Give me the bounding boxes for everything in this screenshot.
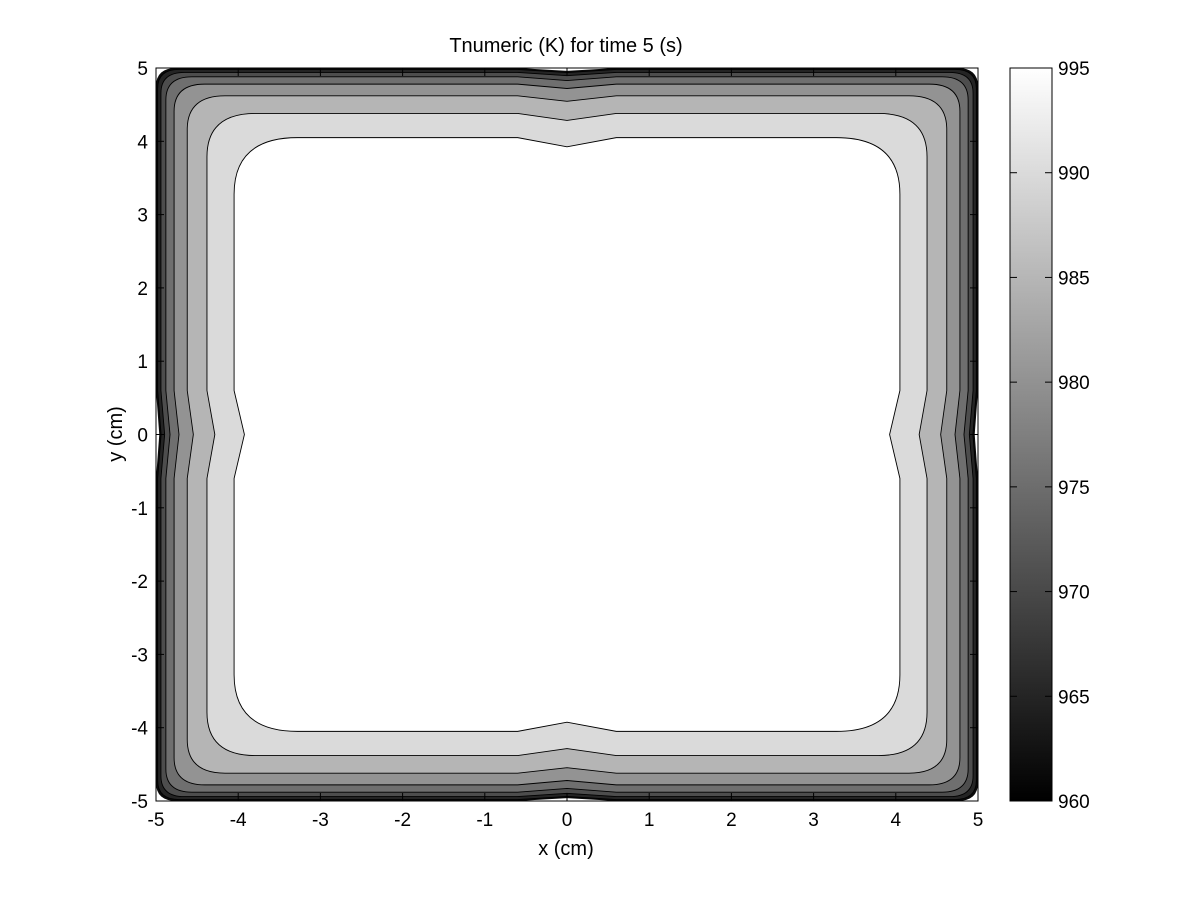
y-tick-label: -2	[131, 572, 148, 593]
colorbar-tick-label: 980	[1058, 373, 1090, 394]
x-tick-label: 1	[644, 810, 655, 831]
y-axis-label: y (cm)	[105, 406, 127, 462]
y-tick-label: 2	[137, 279, 148, 300]
x-tick-label: 2	[726, 810, 737, 831]
y-tick-label: 5	[137, 59, 148, 80]
y-axis-ticks: -5 -4 -3 -2 -1 0 1 2 3 4 5	[131, 59, 978, 813]
y-tick-label: 4	[137, 132, 148, 153]
colorbar-tick-label: 970	[1058, 583, 1090, 604]
y-tick-label: 3	[137, 206, 148, 227]
y-tick-label: 1	[137, 352, 148, 373]
colorbar-tick-label: 960	[1058, 792, 1090, 813]
x-tick-label: 0	[562, 810, 573, 831]
colorbar-tick-label: 990	[1058, 164, 1090, 185]
y-tick-label: -4	[131, 719, 148, 740]
y-tick-label: -5	[131, 792, 148, 813]
colorbar	[1009, 67, 1053, 802]
x-axis-label: x (cm)	[538, 838, 594, 860]
colorbar-tick-label: 995	[1058, 59, 1090, 80]
colorbar-tick-label: 975	[1058, 478, 1090, 499]
colorbar-tick-label: 985	[1058, 268, 1090, 289]
x-tick-label: -3	[312, 810, 329, 831]
chart-title: Tnumeric (K) for time 5 (s)	[449, 35, 682, 57]
colorbar-tick-label: 965	[1058, 687, 1090, 708]
x-tick-label: -5	[148, 810, 165, 831]
x-tick-label: -1	[476, 810, 493, 831]
x-tick-label: 3	[808, 810, 819, 831]
colorbar-ticks: 960 965 970 975 980 985 990 995	[1010, 59, 1090, 813]
contour-band-995	[233, 137, 901, 732]
x-tick-label: 4	[891, 810, 902, 831]
y-tick-label: -3	[131, 645, 148, 666]
x-tick-label: -4	[230, 810, 247, 831]
y-tick-label: -1	[131, 499, 148, 520]
x-tick-label: 5	[973, 810, 984, 831]
y-tick-label: 0	[137, 426, 148, 447]
x-axis-ticks: -5 -4 -3 -2 -1 0 1 2 3 4 5	[148, 68, 984, 831]
contour-plot-area	[156, 68, 978, 801]
x-tick-label: -2	[394, 810, 411, 831]
